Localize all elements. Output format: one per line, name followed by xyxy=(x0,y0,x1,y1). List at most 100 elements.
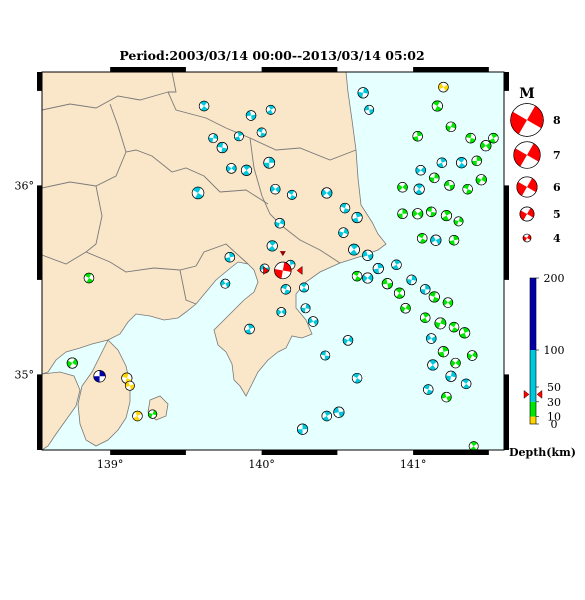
earthquake-mechanism xyxy=(400,303,411,314)
depth-marker-right xyxy=(536,389,543,399)
earthquake-mechanism xyxy=(397,208,408,219)
right-pointer xyxy=(296,265,303,275)
earthquake-mechanism xyxy=(465,132,476,144)
frame-bar-left xyxy=(37,72,42,91)
magnitude-legend-symbol xyxy=(516,176,538,198)
magnitude-legend-title: M xyxy=(519,86,535,102)
earthquake-mechanism xyxy=(459,327,471,339)
earthquake-mechanism xyxy=(456,157,468,169)
depth-scale-label: 0 xyxy=(551,418,558,431)
earthquake-mechanism xyxy=(307,316,319,327)
earthquake-mechanism xyxy=(147,409,158,419)
earthquake-mechanism xyxy=(266,240,278,252)
frame-bar-top xyxy=(413,67,489,72)
earthquake-mechanism xyxy=(440,210,452,222)
earthquake-mechanism xyxy=(276,307,287,317)
depth-legend: 010 30 50 100 200 Depth(km) xyxy=(509,272,576,459)
frame-bar-bottom xyxy=(110,450,186,455)
earthquake-mechanism xyxy=(245,110,257,121)
earthquake-mechanism xyxy=(416,233,428,244)
earthquake-mechanism xyxy=(475,174,487,186)
earthquake-mechanism xyxy=(320,350,331,361)
magnitude-legend-symbol xyxy=(513,141,541,169)
frame-bar-right xyxy=(504,72,509,91)
earthquake-mechanism xyxy=(468,441,479,452)
earthquake-mechanism xyxy=(445,121,457,133)
earthquake-mechanism xyxy=(397,182,408,193)
earthquake-mechanism xyxy=(427,359,439,371)
depth-scale-segment xyxy=(530,350,536,402)
earthquake-mechanism xyxy=(413,183,425,195)
earthquake-mechanism xyxy=(348,243,360,256)
earthquake-mechanism xyxy=(224,251,236,263)
magnitude-legend-symbol xyxy=(519,206,535,222)
depth-scale-segment xyxy=(530,278,536,350)
earthquake-mechanism xyxy=(441,391,452,403)
earthquake-mechanism xyxy=(448,321,460,333)
earthquake-mechanism xyxy=(434,317,447,330)
earthquake-mechanism xyxy=(296,423,309,435)
earthquake-mechanism xyxy=(132,410,143,422)
earthquake-mechanism xyxy=(428,291,440,303)
earthquake-mechanism xyxy=(471,155,482,167)
earthquake-mechanism xyxy=(462,183,473,195)
earthquake-mechanism xyxy=(357,87,369,99)
latitude-label: 35° xyxy=(15,368,35,381)
frame-bar-bottom xyxy=(261,450,338,455)
longitude-label: 141° xyxy=(400,458,427,471)
earthquake-mechanism xyxy=(480,140,492,152)
frame-bar-left xyxy=(37,185,42,280)
earthquake-mechanism xyxy=(436,157,448,168)
frame-bar-top xyxy=(110,67,186,72)
earthquake-mechanism xyxy=(121,372,133,384)
earthquake-mechanism xyxy=(351,211,363,224)
earthquake-mechanism xyxy=(426,333,437,344)
earthquake-mechanism xyxy=(420,312,431,323)
earthquake-mechanism xyxy=(372,263,384,275)
magnitude-legend-label: 8 xyxy=(553,114,561,127)
earthquake-mechanism xyxy=(300,303,311,314)
earthquake-mechanism xyxy=(265,104,276,115)
earthquake-mechanism xyxy=(263,156,276,169)
earthquake-mechanism xyxy=(124,380,135,391)
earthquake-mechanism xyxy=(208,133,219,144)
depth-scale-segment xyxy=(530,416,536,424)
earthquake-mechanism xyxy=(93,370,106,383)
earthquake-mechanism xyxy=(226,163,237,174)
frame-bar-right xyxy=(504,374,509,450)
earthquake-mechanism xyxy=(198,100,210,112)
earthquake-mechanism xyxy=(445,370,457,382)
magnitude-legend: M 8 7 6 5 4 xyxy=(510,86,561,245)
earthquake-mechanism xyxy=(321,187,333,199)
magnitude-legend-label: 6 xyxy=(553,181,561,194)
earthquake-mechanism xyxy=(362,249,374,261)
frame-bar-top xyxy=(261,67,338,72)
earthquake-mechanism xyxy=(431,100,443,112)
earthquake-mechanism xyxy=(351,270,363,282)
earthquake-mechanism xyxy=(280,284,292,295)
earthquake-mechanism xyxy=(240,164,253,176)
mechanism-layer xyxy=(66,81,499,452)
longitude-label: 139° xyxy=(97,458,124,471)
earthquake-mechanism xyxy=(274,217,286,229)
depth-marker-left xyxy=(523,389,530,399)
land-mainland xyxy=(42,72,387,397)
depth-scale-label: 100 xyxy=(544,344,565,357)
depth-scale-segment xyxy=(530,401,536,417)
latitude-label: 36° xyxy=(15,179,35,192)
depth-scale-frame xyxy=(529,277,537,425)
earthquake-mechanism xyxy=(244,323,255,335)
magnitude-legend-label: 7 xyxy=(553,149,561,162)
earthquake-mechanism xyxy=(406,274,417,286)
earthquake-mechanism xyxy=(338,227,349,238)
earthquake-mechanism xyxy=(412,131,423,142)
earthquake-mechanism xyxy=(381,278,393,290)
map-area xyxy=(42,72,504,450)
earthquake-mechanism xyxy=(444,180,455,191)
land-fuji-coast xyxy=(42,371,81,450)
earthquake-mechanism xyxy=(220,278,231,289)
earthquake-mechanism xyxy=(412,208,424,220)
depth-scale-label: 200 xyxy=(544,272,565,285)
earthquake-mechanism xyxy=(423,384,434,395)
earthquake-mechanism xyxy=(450,357,461,369)
